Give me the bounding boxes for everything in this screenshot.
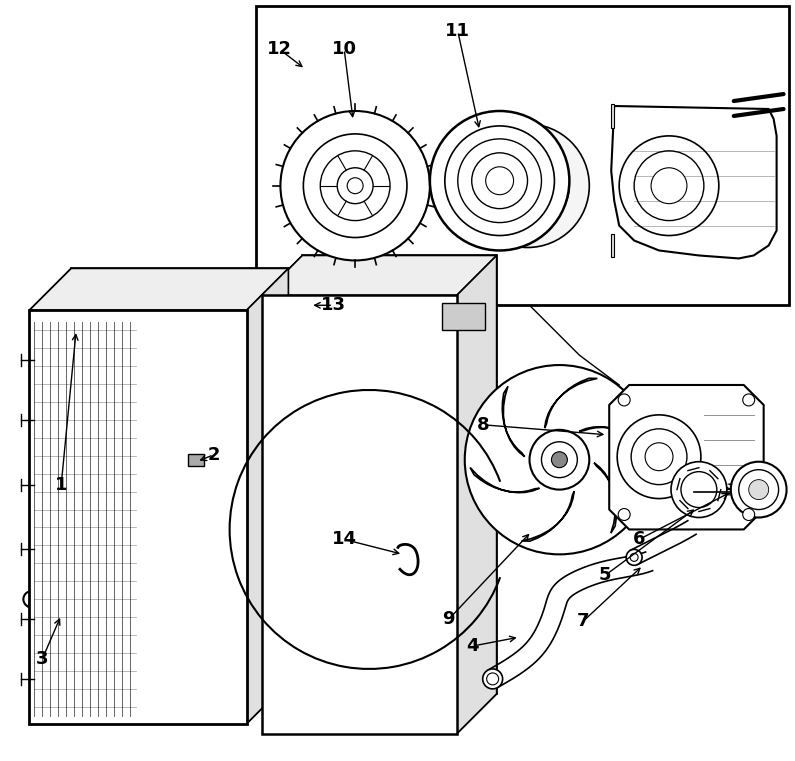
Text: 1: 1 [55, 476, 68, 494]
Polygon shape [29, 269, 289, 310]
Circle shape [320, 151, 390, 221]
Text: 12: 12 [267, 40, 292, 58]
Text: 14: 14 [332, 530, 357, 549]
Circle shape [651, 167, 687, 204]
Circle shape [510, 167, 545, 204]
Polygon shape [580, 427, 649, 452]
Text: 9: 9 [443, 610, 455, 628]
Text: 5: 5 [599, 566, 611, 584]
Circle shape [541, 442, 577, 478]
Circle shape [486, 167, 514, 195]
Circle shape [743, 394, 754, 406]
Polygon shape [457, 256, 497, 734]
Polygon shape [611, 234, 615, 257]
Polygon shape [502, 387, 525, 457]
Text: 8: 8 [477, 416, 490, 434]
Circle shape [466, 124, 589, 247]
Circle shape [529, 430, 589, 489]
Circle shape [304, 134, 407, 237]
Circle shape [645, 443, 673, 470]
Circle shape [471, 153, 528, 209]
Bar [255, 6, 789, 305]
Polygon shape [611, 106, 777, 259]
Polygon shape [188, 454, 204, 466]
Circle shape [483, 669, 502, 689]
Text: 3: 3 [36, 650, 48, 668]
Circle shape [619, 508, 630, 521]
Text: 4: 4 [467, 637, 479, 655]
Circle shape [731, 462, 786, 517]
Circle shape [458, 139, 541, 222]
Circle shape [281, 111, 430, 260]
Circle shape [445, 126, 554, 236]
Polygon shape [611, 104, 615, 128]
Circle shape [552, 452, 568, 468]
Polygon shape [522, 492, 574, 541]
Circle shape [739, 470, 778, 510]
Circle shape [337, 167, 373, 204]
Circle shape [626, 549, 642, 565]
Circle shape [465, 365, 654, 554]
Circle shape [630, 553, 638, 562]
Circle shape [681, 472, 717, 508]
Text: 13: 13 [320, 296, 346, 314]
Circle shape [619, 394, 630, 406]
Polygon shape [442, 304, 485, 330]
Polygon shape [609, 385, 764, 530]
Circle shape [619, 136, 719, 236]
Text: 7: 7 [577, 612, 590, 630]
Polygon shape [262, 256, 497, 295]
Circle shape [347, 178, 363, 194]
Polygon shape [246, 269, 289, 724]
Text: 2: 2 [207, 446, 220, 463]
Circle shape [430, 111, 569, 250]
Circle shape [749, 479, 769, 499]
Text: 11: 11 [445, 22, 471, 40]
Polygon shape [29, 310, 246, 724]
Circle shape [617, 415, 701, 498]
Polygon shape [594, 463, 617, 533]
Circle shape [671, 462, 727, 517]
Text: 10: 10 [332, 40, 357, 58]
Circle shape [487, 673, 498, 685]
Circle shape [631, 428, 687, 485]
Circle shape [486, 144, 569, 228]
Text: 6: 6 [633, 530, 646, 549]
Polygon shape [262, 295, 457, 734]
Polygon shape [545, 378, 597, 428]
Circle shape [743, 508, 754, 521]
Circle shape [23, 591, 39, 607]
Circle shape [634, 151, 704, 221]
Polygon shape [470, 467, 539, 492]
